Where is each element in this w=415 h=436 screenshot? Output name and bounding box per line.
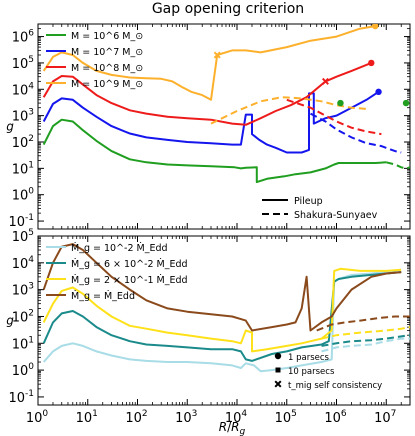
series-line-dashed-teal — [321, 334, 410, 347]
y-axis-label: g — [6, 314, 14, 328]
y-tick-label: 101 — [12, 160, 34, 177]
series-line-dashed-yellow — [321, 326, 410, 340]
series-line-brown — [42, 243, 402, 332]
series-line-lightblue — [42, 271, 402, 373]
panel-bottom: 100 101 102 103 104 105 106 107 10-1 100 101 102 103… — [6, 228, 411, 426]
marker-circle — [274, 352, 282, 360]
x-tick-label: 107 — [374, 409, 396, 426]
y-tick-label: 103 — [12, 108, 34, 125]
series-line-dashed-green — [386, 161, 410, 170]
y-axis-label: g — [6, 120, 14, 134]
panel-top: 10-1 100 101 102 103 104 105 106 g M = 10^6 M_⊙ M … — [6, 23, 411, 230]
legend-label: Ṁ_g = Ṁ_Edd — [71, 291, 135, 302]
y-tick-label: 104 — [12, 255, 35, 272]
x-tick-label: 101 — [76, 409, 98, 426]
legend-label: 1 parsecs — [288, 353, 330, 363]
series-line-dashed-blue — [310, 112, 402, 154]
legend-label: t_mig self consistency — [288, 381, 382, 391]
y-tick-label: 10-1 — [8, 389, 34, 406]
marker-circle — [375, 88, 382, 96]
marker-circle — [402, 99, 410, 107]
y-tick-label: 101 — [12, 335, 34, 352]
marker-cross — [321, 77, 329, 85]
y-tick-label: 105 — [12, 55, 34, 72]
legend-label: M = 10^9 M_⊙ — [71, 79, 143, 90]
x-tick-label: 105 — [275, 409, 297, 426]
y-tick-label: 105 — [12, 228, 34, 245]
y-tick-label: 100 — [12, 362, 35, 379]
legend-label: M = 10^6 M_⊙ — [71, 31, 143, 42]
legend-label: Ṁ_g = 6 × 10^-2 Ṁ_Edd — [71, 259, 188, 270]
legend-label: M = 10^7 M_⊙ — [71, 47, 143, 58]
marker-circle — [337, 99, 344, 107]
marker-cross — [213, 51, 221, 59]
x-tick-label: 106 — [324, 409, 347, 426]
marker-square — [275, 367, 281, 373]
series-line-yellow — [42, 267, 402, 353]
series-line-red — [42, 61, 372, 126]
legend-label: Pileup — [294, 196, 323, 207]
x-tick-label: 104 — [225, 409, 248, 426]
chart-title: Gap opening criterion — [152, 1, 304, 17]
series-line-orange — [42, 25, 376, 101]
marker-circle — [368, 59, 375, 67]
legend-label: 10 parsecs — [288, 367, 335, 377]
y-tick-label: 10-1 — [8, 213, 34, 230]
series-line-dashed-lightblue — [321, 337, 410, 353]
legend-label: Ṁ_g = 10^-2 Ṁ_Edd — [71, 243, 168, 254]
series-line-dashed-red — [286, 98, 382, 136]
y-tick-label: 104 — [12, 81, 35, 98]
series-line-green — [42, 118, 387, 184]
marker-cross — [274, 380, 282, 388]
series-line-dashed-brown — [316, 315, 410, 332]
y-tick-label: 102 — [12, 134, 34, 151]
series-line-dashed-orange — [210, 96, 367, 125]
y-tick-label: 106 — [12, 29, 35, 46]
x-tick-label: 102 — [125, 409, 147, 426]
legend-label: Ṁ_g = 2 × 10^-1 Ṁ_Edd — [71, 275, 188, 286]
legend-label: Shakura-Sunyaev — [294, 210, 378, 221]
y-tick-label: 100 — [12, 187, 35, 204]
y-tick-label: 102 — [12, 308, 34, 325]
series-group — [42, 24, 410, 184]
y-tick-label: 103 — [12, 282, 34, 299]
legend-label: M = 10^8 M_⊙ — [71, 63, 143, 74]
x-tick-label: 100 — [26, 409, 49, 426]
x-tick-label: 103 — [175, 409, 197, 426]
shared-x-axis-label: R/Rg — [219, 420, 246, 436]
series-line-blue — [42, 90, 380, 154]
series-group — [42, 243, 410, 373]
marker-circle — [372, 24, 379, 30]
